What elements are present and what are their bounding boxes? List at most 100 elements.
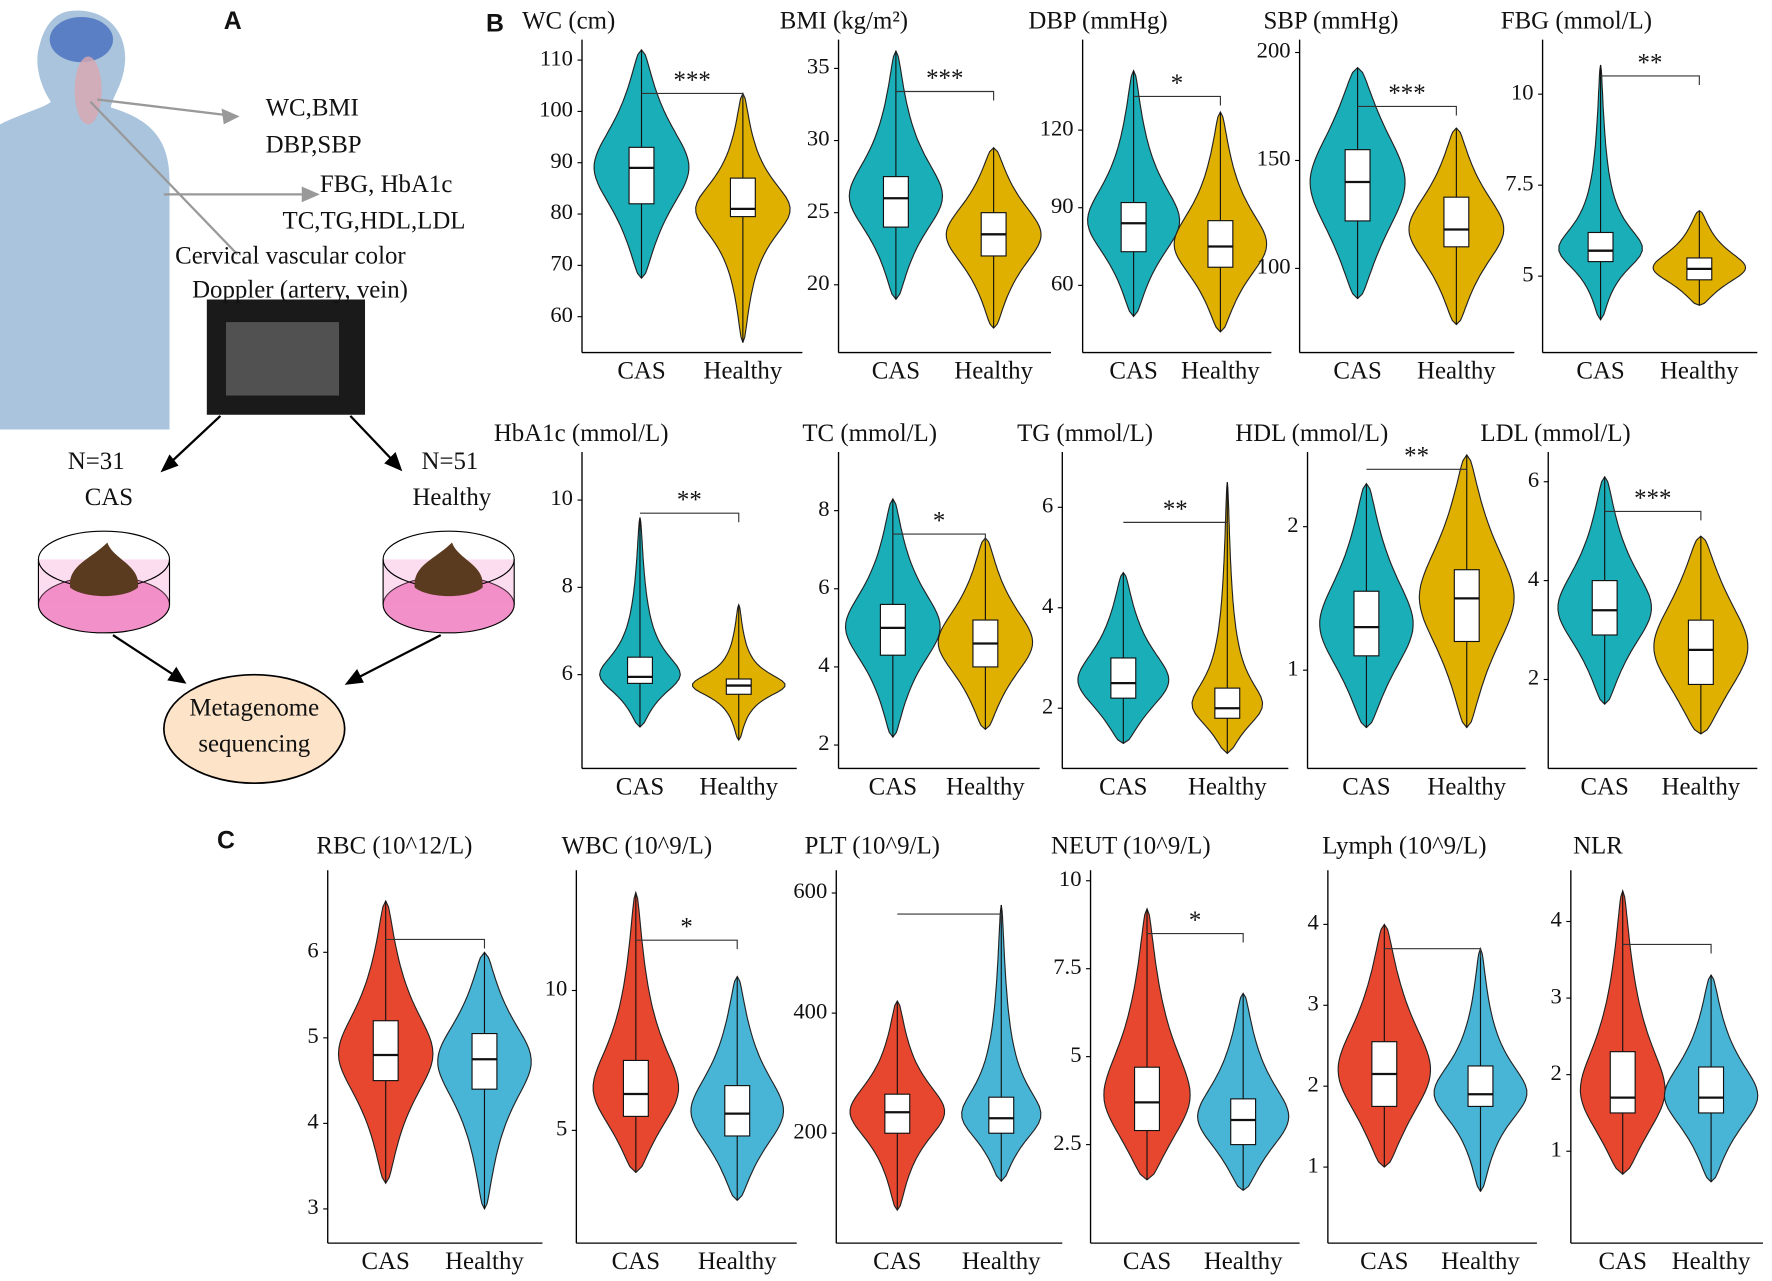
y-tick-label: 7.5 [1053, 954, 1081, 979]
y-tick-label: 20 [807, 270, 830, 295]
significance-bracket [1622, 943, 1712, 954]
box [1344, 149, 1371, 222]
human-silhouette [0, 10, 170, 430]
arrowhead [344, 669, 364, 685]
y-tick-label: 60 [550, 302, 573, 327]
y-tick-label: 4 [1042, 593, 1053, 618]
y-tick-label: 110 [540, 45, 573, 70]
x-tick-label: CAS [869, 774, 917, 801]
box [1687, 619, 1714, 685]
measure-text: WC,BMI [266, 94, 359, 121]
group-n: N=31 [68, 448, 125, 475]
significance-bracket [892, 533, 986, 544]
significance-label: *** [926, 65, 963, 92]
chart-title: Lymph (10^9/L) [1322, 832, 1486, 859]
significance-bracket [1357, 105, 1457, 116]
x-tick-label: CAS [1576, 358, 1624, 385]
y-tick-label: 2 [1308, 1071, 1319, 1096]
box [1214, 687, 1241, 719]
y-tick-label: 6 [1042, 492, 1053, 517]
x-tick-label: CAS [1360, 1248, 1408, 1275]
arrow [166, 415, 222, 467]
y-tick-label: 4 [1308, 910, 1319, 935]
x-tick-label: CAS [1599, 1248, 1647, 1275]
significance-bracket [1366, 468, 1468, 479]
x-tick-label: Healthy [1660, 358, 1739, 385]
x-tick-label: CAS [616, 774, 664, 801]
x-tick-label: Healthy [704, 358, 783, 385]
y-tick-label: 1 [1287, 655, 1298, 680]
x-tick-label: Healthy [699, 774, 778, 801]
x-tick-label: CAS [1581, 774, 1629, 801]
chart-title: HDL (mmol/L) [1235, 420, 1388, 447]
arrowhead [301, 186, 320, 203]
x-tick-label: Healthy [1672, 1248, 1751, 1275]
y-tick-label: 1 [1308, 1152, 1319, 1177]
arrowhead [221, 108, 240, 125]
x-tick-label: Healthy [445, 1248, 524, 1275]
y-tick-label: 90 [550, 148, 573, 173]
box [626, 656, 653, 684]
y-tick-label: 2.5 [1053, 1130, 1081, 1155]
x-tick-label: Healthy [1204, 1248, 1283, 1275]
box [1134, 1066, 1160, 1132]
box [1609, 1051, 1636, 1114]
x-tick-label: Healthy [1181, 358, 1260, 385]
significance-bracket [1384, 948, 1482, 958]
significance-bracket [897, 913, 1002, 924]
box [628, 146, 655, 205]
chart-title: PLT (10^9/L) [805, 832, 940, 859]
y-tick-label: 80 [550, 199, 573, 224]
significance-bracket [1604, 510, 1702, 521]
significance-label: ** [1404, 443, 1429, 470]
box [1453, 569, 1480, 643]
chart-title: TG (mmol/L) [1017, 420, 1153, 447]
arrow [89, 100, 239, 256]
box [372, 1020, 399, 1082]
x-tick-label: CAS [612, 1248, 660, 1275]
box [1207, 220, 1234, 268]
significance-label: ** [1638, 49, 1663, 76]
y-tick-label: 2 [818, 730, 829, 755]
significance-label: ** [677, 487, 702, 514]
y-tick-label: 400 [793, 998, 827, 1023]
y-tick-label: 200 [793, 1118, 827, 1143]
significance-bracket [1600, 75, 1700, 86]
y-tick-label: 5 [1522, 261, 1533, 286]
box [884, 1093, 911, 1134]
y-tick-label: 10 [1511, 79, 1534, 104]
box [1698, 1066, 1725, 1114]
y-tick-label: 7.5 [1505, 170, 1533, 195]
significance-bracket [641, 92, 744, 103]
y-tick-label: 4 [1528, 566, 1539, 591]
x-tick-label: CAS [1123, 1248, 1171, 1275]
y-tick-label: 4 [818, 652, 829, 677]
y-tick-label: 2 [1528, 665, 1539, 690]
y-tick-label: 60 [1051, 271, 1074, 296]
arrowhead [167, 666, 187, 684]
significance-label: * [1189, 907, 1201, 934]
dish-right [382, 530, 515, 634]
panel-label: C [217, 827, 235, 855]
x-tick-label: Healthy [1417, 358, 1496, 385]
y-tick-label: 4 [307, 1109, 318, 1134]
box [1353, 590, 1380, 657]
x-tick-label: Healthy [962, 1248, 1041, 1275]
y-tick-label: 35 [807, 54, 830, 79]
y-tick-label: 10 [550, 485, 573, 510]
x-tick-label: Healthy [954, 358, 1033, 385]
ultrasound-scan [226, 322, 340, 396]
y-tick-label: 100 [1257, 254, 1291, 279]
x-tick-label: Healthy [1662, 774, 1741, 801]
y-tick-label: 90 [1051, 193, 1074, 218]
chart-title: LDL (mmol/L) [1480, 420, 1630, 447]
significance-label: * [933, 507, 945, 534]
y-tick-label: 6 [307, 937, 318, 962]
x-tick-label: Healthy [698, 1248, 777, 1275]
y-tick-label: 150 [1257, 146, 1291, 171]
box [1230, 1098, 1257, 1146]
arrowhead [160, 454, 179, 473]
measure-text: Cervical vascular color [175, 242, 406, 269]
